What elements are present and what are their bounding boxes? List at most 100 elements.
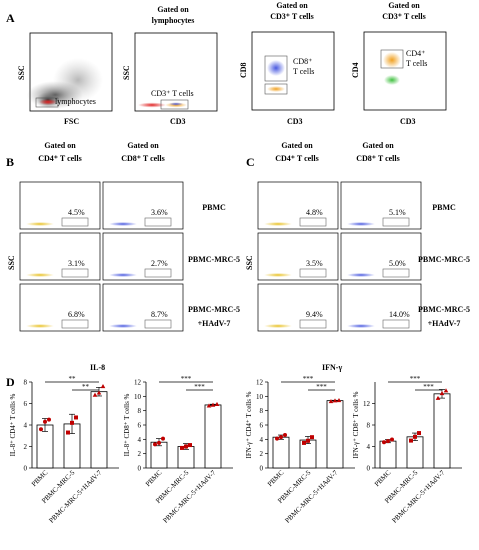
cd8-cluster bbox=[267, 60, 285, 76]
cd8-neg-gate bbox=[264, 83, 288, 95]
flow-plot: 3.5% bbox=[257, 232, 339, 281]
percent-label: 4.8% bbox=[306, 208, 323, 217]
cd3-pos-cluster-blue bbox=[169, 102, 183, 106]
positive-gate bbox=[299, 268, 327, 278]
gate-label-1: CD4⁺ bbox=[406, 49, 425, 58]
sig-label: *** bbox=[316, 383, 327, 391]
row-label-3b: +HAdV-7 bbox=[198, 319, 231, 328]
y-tick-label: 4 bbox=[260, 436, 264, 444]
data-point bbox=[153, 442, 157, 447]
bar bbox=[272, 436, 290, 469]
flow-plot: 2.7% bbox=[102, 232, 184, 281]
b-axis-label-x: IL-8 bbox=[90, 363, 105, 372]
c-axis-label-x: IFN-γ bbox=[322, 363, 342, 372]
y-axis-label: IL-8⁺ CD4⁺ T cells % bbox=[9, 393, 17, 456]
y-tick-label: 6 bbox=[138, 422, 142, 430]
data-point bbox=[47, 417, 51, 422]
flow-plot: 3.6% bbox=[102, 181, 184, 230]
flow-plot: 3.1% bbox=[19, 232, 101, 281]
flow-plot: 9.4% bbox=[257, 283, 339, 332]
data-point bbox=[100, 384, 106, 389]
data-point bbox=[279, 435, 283, 440]
c-col2-header-1: Gated on bbox=[362, 141, 394, 150]
scatter-sparse-cloud bbox=[53, 58, 103, 102]
flow-plot-frame bbox=[257, 283, 339, 332]
flow-plot-frame bbox=[19, 181, 101, 230]
percent-label: 3.5% bbox=[306, 259, 323, 268]
positive-gate bbox=[299, 217, 327, 227]
flow-plot-frame bbox=[340, 181, 422, 230]
percent-label: 3.6% bbox=[151, 208, 168, 217]
panel-a-plot1: lymphocytes SSC FSC bbox=[17, 32, 113, 126]
flow-plot: 5.0% bbox=[340, 232, 422, 281]
data-point bbox=[39, 427, 43, 432]
cd8-gate bbox=[264, 55, 288, 82]
panel-a-plot3: Gated on CD3⁺ T cells CD8⁺ T cells CD8 C… bbox=[239, 1, 335, 126]
row-label-c-3a: PBMC-MRC-5 bbox=[418, 305, 470, 314]
category-label: PBMC bbox=[373, 469, 393, 489]
cd4-cluster bbox=[383, 52, 401, 68]
flow-plot: 4.8% bbox=[257, 181, 339, 230]
gate-header-1: Gated on bbox=[157, 5, 189, 14]
axis-label-x: CD3 bbox=[287, 117, 303, 126]
b-col2-header-2: CD8⁺ T cells bbox=[121, 154, 164, 163]
plot-frame bbox=[251, 31, 335, 111]
cell-population bbox=[109, 273, 137, 277]
y-tick-label: 8 bbox=[24, 379, 28, 387]
plot-frame bbox=[134, 32, 218, 112]
gate-header-1: Gated on bbox=[276, 1, 308, 10]
panel-a-plot2: Gated on lymphocytes CD3⁺ T cells SSC CD… bbox=[122, 5, 218, 126]
sig-label: *** bbox=[181, 375, 192, 383]
plot-frame bbox=[29, 32, 113, 112]
data-point bbox=[386, 439, 390, 444]
panel-a-plot4: Gated on CD3⁺ T cells CD4⁺ T cells CD4 C… bbox=[351, 1, 447, 126]
y-tick-label: 0 bbox=[138, 465, 142, 473]
data-point bbox=[310, 435, 314, 440]
category-label: PBMC-MRC-5+HAdV-7 bbox=[162, 468, 218, 524]
flow-plot-frame bbox=[340, 232, 422, 281]
data-point bbox=[382, 440, 386, 445]
percent-label: 2.7% bbox=[151, 259, 168, 268]
y-tick-label: 4 bbox=[24, 422, 28, 430]
y-tick-label: 8 bbox=[138, 407, 142, 415]
cell-population bbox=[26, 222, 54, 226]
gate-header-2: CD3⁺ T cells bbox=[270, 12, 313, 21]
positive-gate bbox=[61, 268, 89, 278]
data-point bbox=[417, 431, 421, 436]
row-label-c-3b: +HAdV-7 bbox=[428, 319, 461, 328]
y-axis-label: IL-8⁺ CD8⁺ T cells % bbox=[123, 393, 131, 456]
y-tick-label: 12 bbox=[363, 400, 371, 408]
data-point bbox=[66, 430, 70, 435]
y-axis-label: IFN-γ⁺ CD8⁺ T cells % bbox=[352, 391, 360, 458]
b-col2-header-1: Gated on bbox=[127, 141, 159, 150]
cell-population bbox=[347, 273, 375, 277]
y-tick-label: 2 bbox=[260, 450, 264, 458]
row-label-c-1: PBMC bbox=[432, 203, 456, 212]
flow-plot-frame bbox=[19, 232, 101, 281]
gate-header-2: CD3⁺ T cells bbox=[382, 12, 425, 21]
percent-label: 9.4% bbox=[306, 310, 323, 319]
y-tick-label: 0 bbox=[260, 465, 264, 473]
y-tick-label: 0 bbox=[367, 465, 371, 473]
sig-label: ** bbox=[69, 375, 77, 383]
cell-population bbox=[264, 324, 292, 328]
c-col1-header-2: CD4⁺ T cells bbox=[275, 154, 318, 163]
category-label: PBMC-MRC-5+HAdV-7 bbox=[284, 468, 340, 524]
b-col1-header-1: Gated on bbox=[44, 141, 76, 150]
data-point bbox=[439, 390, 445, 396]
data-point bbox=[413, 434, 417, 439]
flow-plot-frame bbox=[19, 283, 101, 332]
positive-gate bbox=[299, 319, 327, 329]
data-point bbox=[302, 440, 306, 445]
percent-label: 3.1% bbox=[68, 259, 85, 268]
data-point bbox=[188, 443, 192, 448]
positive-gate bbox=[382, 217, 410, 227]
data-point bbox=[328, 399, 334, 404]
y-tick-label: 2 bbox=[138, 450, 142, 458]
bar bbox=[433, 393, 451, 469]
data-point bbox=[70, 420, 74, 425]
panel-c-grid: 4.8% 5.1% 3.5% 5.0% 9.4% 14.0% bbox=[257, 181, 422, 332]
positive-gate bbox=[144, 268, 172, 278]
flow-plot: 8.7% bbox=[102, 283, 184, 332]
flow-plot-frame bbox=[102, 232, 184, 281]
